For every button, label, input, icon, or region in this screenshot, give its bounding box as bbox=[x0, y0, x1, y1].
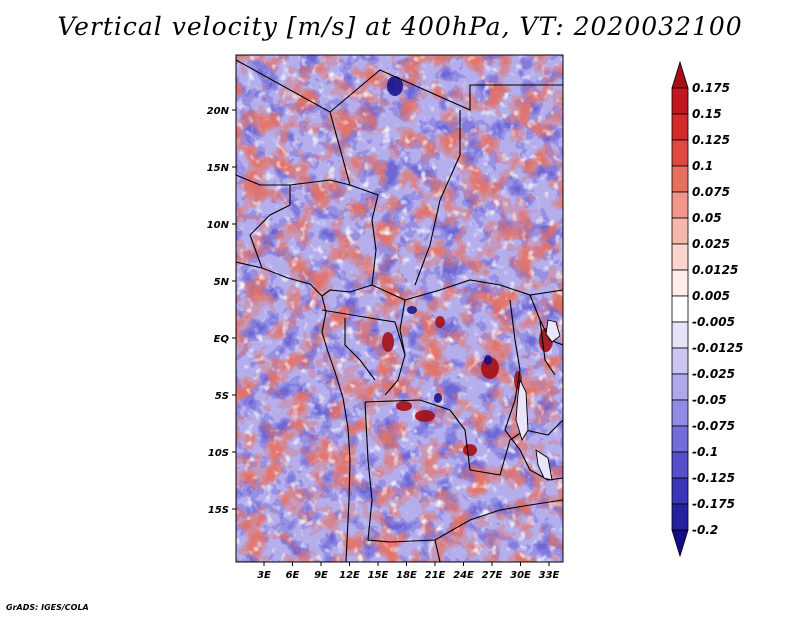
colorbar-swatch bbox=[671, 295, 689, 323]
lat-label: 5S bbox=[215, 391, 229, 402]
colorbar-label: 0.0125 bbox=[692, 263, 738, 277]
lon-label: 24E bbox=[453, 570, 474, 581]
lat-label: 10S bbox=[208, 448, 229, 459]
colorbar-label: -0.05 bbox=[692, 393, 727, 407]
colorbar-label: -0.125 bbox=[692, 471, 735, 485]
colorbar-swatch bbox=[671, 451, 689, 479]
colorbar-swatch bbox=[671, 87, 689, 115]
colorbar-swatch bbox=[671, 165, 689, 193]
lon-label: 3E bbox=[257, 570, 271, 581]
colorbar-swatch bbox=[671, 139, 689, 167]
colorbar-swatch bbox=[671, 399, 689, 427]
colorbar-label: -0.0125 bbox=[692, 341, 743, 355]
colorbar-label: -0.025 bbox=[692, 367, 735, 381]
colorbar-swatch bbox=[671, 503, 689, 531]
colorbar-swatch bbox=[671, 347, 689, 375]
colorbar-label: 0.1 bbox=[692, 159, 713, 173]
colorbar-label: 0.005 bbox=[692, 289, 730, 303]
colorbar-swatch bbox=[671, 217, 689, 245]
lon-label: 33E bbox=[539, 570, 560, 581]
colorbar-label: 0.175 bbox=[692, 81, 730, 95]
lon-label: 12E bbox=[339, 570, 360, 581]
colorbar-label: -0.005 bbox=[692, 315, 735, 329]
colorbar-swatch bbox=[671, 269, 689, 297]
colorbar-label: 0.075 bbox=[692, 185, 730, 199]
colorbar-swatch bbox=[671, 60, 689, 89]
lon-label: 18E bbox=[396, 570, 417, 581]
longitude-axis: 3E 6E 9E 12E 15E 18E 21E 24E 27E 30E 33E bbox=[257, 562, 560, 581]
colorbar-swatch bbox=[671, 113, 689, 141]
latitude-axis: 20N 15N 10N 5N EQ 5S 10S 15S bbox=[207, 106, 236, 516]
grads-credit: GrADS: IGES/COLA bbox=[6, 603, 89, 612]
colorbar-swatch bbox=[671, 243, 689, 271]
lon-label: 30E bbox=[510, 570, 531, 581]
colorbar-swatch bbox=[671, 477, 689, 505]
lon-label: 9E bbox=[314, 570, 328, 581]
colorbar-label: 0.15 bbox=[692, 107, 722, 121]
colorbar-label: 0.025 bbox=[692, 237, 730, 251]
lon-label: 27E bbox=[482, 570, 503, 581]
colorbar-label: 0.125 bbox=[692, 133, 730, 147]
colorbar-swatch bbox=[671, 529, 689, 558]
lon-label: 21E bbox=[425, 570, 446, 581]
colorbar-swatch bbox=[671, 321, 689, 349]
country-borders bbox=[236, 59, 563, 562]
map-field bbox=[236, 55, 563, 562]
lat-label: 15N bbox=[207, 163, 230, 174]
lat-label: EQ bbox=[214, 334, 230, 345]
lat-label: 5N bbox=[214, 277, 230, 288]
colorbar-label: -0.175 bbox=[692, 497, 735, 511]
colorbar-swatch bbox=[671, 373, 689, 401]
colorbar-label: 0.05 bbox=[692, 211, 722, 225]
colorbar-label: -0.075 bbox=[692, 419, 735, 433]
lon-label: 6E bbox=[286, 570, 300, 581]
lat-label: 10N bbox=[207, 220, 230, 231]
colorbar-label: -0.2 bbox=[692, 523, 718, 537]
map-title: Vertical velocity [m/s] at 400hPa, VT: 2… bbox=[57, 12, 743, 41]
colorbar: 0.175 0.15 0.125 0.1 0.075 0.05 0.025 0.0125 0.0… bbox=[671, 60, 743, 558]
lon-label: 15E bbox=[368, 570, 389, 581]
colorbar-label: -0.1 bbox=[692, 445, 718, 459]
lat-label: 15S bbox=[208, 505, 229, 516]
lat-label: 20N bbox=[207, 106, 230, 117]
colorbar-swatch bbox=[671, 191, 689, 219]
colorbar-swatch bbox=[671, 425, 689, 453]
